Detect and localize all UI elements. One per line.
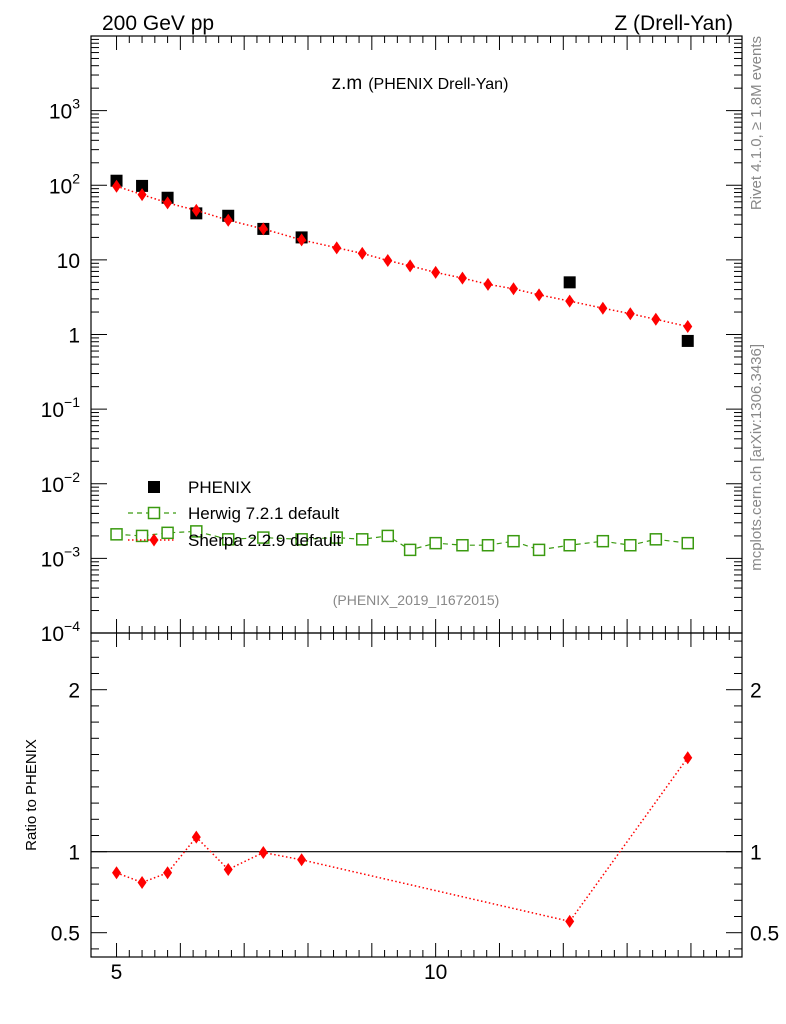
header-right: Z (Drell-Yan) — [614, 12, 733, 35]
sherpa-point — [431, 265, 441, 279]
herwig-point — [110, 528, 123, 541]
herwig-point — [135, 529, 149, 543]
herwig-point — [190, 525, 203, 538]
ratio-point — [137, 875, 147, 889]
sherpa-point — [598, 301, 608, 315]
sherpa-point — [297, 233, 307, 247]
herwig-point — [596, 534, 610, 548]
phenix-point — [563, 276, 576, 289]
ytick-label: 1 — [68, 325, 80, 348]
series-layer — [110, 174, 694, 557]
sherpa-point — [137, 188, 147, 202]
ytick-label: 10 — [57, 250, 80, 273]
legend-marker-herwig — [147, 506, 161, 520]
sherpa-point — [509, 282, 519, 296]
sherpa-point — [258, 222, 268, 236]
lower-frame — [90, 632, 743, 958]
sherpa-point — [163, 196, 173, 210]
legend-marker-phenix — [148, 481, 160, 493]
xtick-label: 10 — [424, 961, 447, 984]
xtick-labels: 5 10 — [111, 961, 448, 984]
sherpa-point — [625, 307, 635, 321]
ratio-point — [258, 846, 268, 860]
ratio-ytick-label-left: 2 — [68, 680, 80, 703]
ratio-point — [191, 830, 201, 844]
upper-axis-ticks — [91, 36, 743, 634]
sherpa-point — [405, 259, 415, 273]
xtick-label: 5 — [111, 961, 123, 984]
ratio-ytick-label-right: 1 — [750, 842, 762, 865]
legend-label: Herwig 7.2.1 default — [188, 504, 339, 523]
sherpa-point — [357, 246, 367, 260]
herwig-point — [563, 538, 576, 552]
herwig-point — [221, 533, 235, 546]
herwig-point — [295, 533, 308, 546]
lower-ytick-labels: 0.5 0.5 1 1 2 2 — [51, 680, 779, 946]
herwig-point — [456, 538, 469, 552]
sherpa-point — [191, 203, 201, 217]
sherpa-point — [457, 271, 467, 285]
chart-title: z.m (PHENIX Drell-Yan) — [332, 73, 509, 94]
ratio-line — [116, 757, 689, 923]
ratio-point — [112, 866, 122, 880]
lower-axis-ticks — [91, 633, 743, 957]
legend-label: PHENIX — [188, 478, 251, 497]
herwig-point — [681, 536, 694, 550]
chart-title-sub: (PHENIX Drell-Yan) — [368, 76, 508, 93]
sherpa-point — [483, 277, 493, 291]
legend-label: Sherpa 2.2.9 default — [188, 531, 341, 550]
ratio-ytick-label-left: 1 — [68, 842, 80, 865]
phenix-point — [681, 334, 694, 347]
sherpa-point — [383, 254, 393, 268]
ratio-point — [297, 853, 307, 867]
rivet-label: Rivet 4.1.0, ≥ 1.8M events — [748, 36, 765, 210]
ytick-label: 10−4 — [41, 618, 81, 646]
ytick-label: 103 — [49, 96, 80, 124]
ratio-point — [565, 914, 575, 928]
phenix-point — [136, 179, 149, 192]
sherpa-point — [112, 179, 122, 193]
mcplots-label: mcplots.cern.ch [arXiv:1306.3436] — [748, 344, 765, 571]
herwig-point — [507, 534, 520, 548]
ratio-point — [223, 863, 233, 877]
legend: PHENIX Herwig 7.2.1 default Sherpa 2.2.9 d… — [128, 478, 341, 550]
herwig-point — [481, 538, 495, 552]
herwig-point — [381, 529, 395, 543]
ratio-ytick-label-left: 0.5 — [51, 923, 80, 946]
sherpa-point — [223, 213, 233, 227]
analysis-id: (PHENIX_2019_I1672015) — [333, 592, 500, 608]
herwig-point — [257, 531, 270, 544]
legend-marker-sherpa — [149, 533, 159, 547]
sherpa-point — [534, 288, 544, 302]
chart-title-main: z.m — [332, 73, 363, 94]
sherpa-point — [683, 319, 693, 333]
herwig-point — [356, 533, 369, 546]
ratio-point — [683, 751, 693, 765]
herwig-point — [403, 543, 417, 557]
herwig-point — [161, 526, 174, 540]
upper-ytick-labels: 10−4 10−3 10−2 10−1 1 10 102 103 — [41, 96, 81, 646]
sherpa-point — [332, 241, 342, 255]
ratio-ytick-label-right: 0.5 — [750, 923, 779, 946]
ratio-ytick-label-right: 2 — [750, 680, 762, 703]
herwig-point — [429, 536, 442, 550]
sherpa-point — [565, 294, 575, 308]
ytick-label: 10−2 — [41, 469, 81, 497]
ytick-label: 10−3 — [41, 543, 81, 571]
ratio-layer — [91, 751, 742, 928]
ratio-ylabel: Ratio to PHENIX — [23, 739, 40, 851]
ytick-label: 102 — [49, 170, 80, 198]
herwig-point — [532, 543, 546, 557]
ytick-label: 10−1 — [41, 394, 81, 422]
sherpa-point — [651, 312, 661, 326]
header-left: 200 GeV pp — [102, 12, 214, 35]
herwig-point — [649, 533, 663, 546]
herwig-point — [330, 531, 343, 544]
ratio-point — [163, 866, 173, 880]
herwig-point — [624, 538, 637, 552]
